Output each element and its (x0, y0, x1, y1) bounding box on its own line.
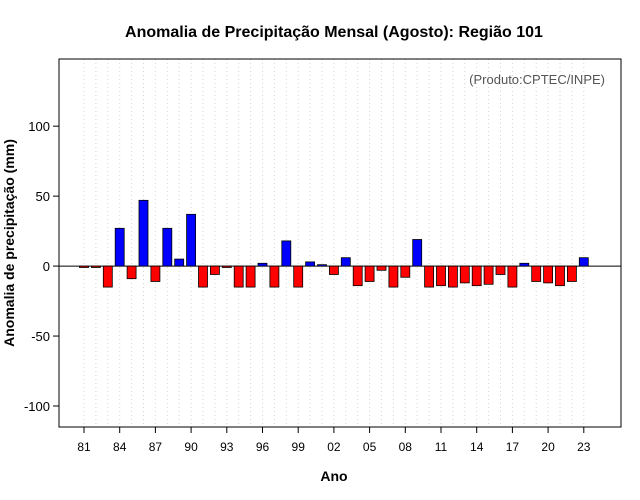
bar-2015 (483, 265, 494, 285)
bar-2004 (352, 265, 363, 287)
x-tick-label: 81 (77, 440, 91, 454)
credit-label: (Produto:CPTEC/INPE) (469, 72, 605, 87)
bar-1986 (138, 199, 149, 267)
x-tick-label: 87 (149, 440, 163, 454)
bar-2005 (364, 265, 375, 282)
x-tick-label: 05 (363, 440, 377, 454)
x-tick-label: 20 (541, 440, 555, 454)
x-tick-label: 93 (220, 440, 234, 454)
bar-1984 (114, 227, 125, 267)
bars-group (79, 199, 589, 288)
bar-2016 (495, 265, 506, 275)
bar-2007 (388, 265, 399, 288)
y-tick-label: 0 (43, 259, 50, 274)
bar-2002 (328, 265, 339, 275)
x-axis-label: Ano (320, 468, 347, 484)
bar-1982 (91, 265, 101, 268)
bar-2023 (578, 257, 589, 267)
bar-1990 (186, 213, 197, 267)
bar-1991 (198, 265, 208, 288)
x-tick-label: 84 (113, 440, 127, 454)
y-tick-label: -100 (24, 399, 50, 414)
x-tick-label: 02 (327, 440, 341, 454)
x-tick-label: 23 (577, 440, 591, 454)
bar-1994 (233, 265, 244, 288)
x-axis: 81 84 87 90 93 96 99 02 05 08 11 14 17 20 23 (77, 427, 591, 454)
bar-1993 (221, 265, 232, 268)
bar-2019 (531, 265, 542, 282)
x-tick-label: 08 (399, 440, 413, 454)
bar-2014 (471, 265, 482, 287)
chart-title: Anomalia de Precipitação Mensal (Agosto)… (125, 24, 543, 41)
x-tick-label: 90 (184, 440, 198, 454)
y-axis: -100 -50 0 50 100 (24, 119, 59, 414)
bar-1995 (245, 265, 256, 288)
grid-lines (83, 59, 585, 427)
bar-1998 (281, 240, 292, 267)
bar-1997 (269, 265, 280, 288)
y-tick-label: 50 (36, 189, 50, 204)
bar-1985 (126, 265, 137, 280)
bar-2020 (543, 265, 553, 284)
bar-2018 (519, 262, 530, 267)
x-tick-label: 99 (292, 440, 306, 454)
y-axis-label: Anomalia de precipitação (mm) (1, 139, 17, 347)
bar-2013 (459, 265, 470, 284)
bar-2021 (555, 265, 565, 287)
bar-1981 (79, 265, 89, 268)
bar-1989 (174, 258, 185, 267)
bar-2012 (447, 265, 458, 288)
x-tick-label: 14 (470, 440, 484, 454)
bar-2017 (507, 265, 518, 288)
bar-1988 (162, 227, 173, 267)
bar-2006 (376, 265, 387, 271)
bar-1992 (209, 265, 220, 275)
bar-1996 (257, 262, 268, 267)
plot-frame (58, 58, 622, 428)
bar-2010 (424, 265, 435, 288)
bar-1999 (293, 265, 304, 288)
x-tick-label: 96 (256, 440, 270, 454)
bar-2011 (436, 265, 446, 287)
bar-2001 (317, 264, 327, 267)
x-tick-label: 17 (506, 440, 520, 454)
bar-2022 (567, 265, 577, 282)
y-tick-label: -50 (31, 329, 50, 344)
y-tick-label: 100 (28, 119, 50, 134)
x-tick-label: 11 (435, 440, 448, 454)
bar-1987 (150, 265, 161, 282)
bar-2000 (305, 261, 316, 267)
bar-2009 (412, 239, 423, 267)
bar-1983 (102, 265, 113, 288)
bar-2003 (340, 257, 351, 267)
bar-2008 (400, 265, 411, 278)
